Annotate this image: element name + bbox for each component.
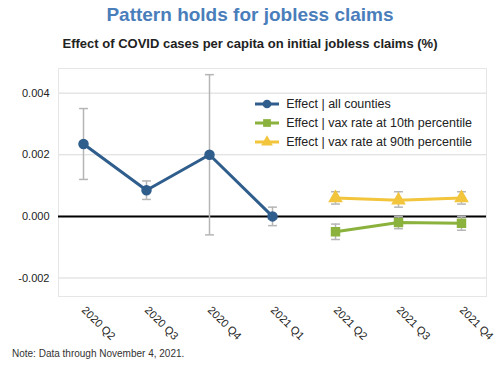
html-text:Effect | all counties: Effect | all counties [286, 96, 391, 111]
html-text:Effect | vax rate at 10th perc: Effect | vax rate at 10th percentile [286, 115, 472, 130]
svg-text:2021 Q3: 2021 Q3 [395, 304, 433, 342]
svg-text:2021 Q1: 2021 Q1 [269, 304, 307, 342]
svg-text:0.000: 0.000 [22, 210, 50, 222]
svg-text:2020 Q4: 2020 Q4 [206, 304, 244, 342]
html-text:Effect | vax rate at 90th perc: Effect | vax rate at 90th percentile [286, 134, 472, 149]
svg-text:2021 Q2: 2021 Q2 [332, 304, 370, 342]
html-text:Effect of COVID cases per capi: Effect of COVID cases per capita on init… [62, 36, 438, 51]
svg-text:0.002: 0.002 [22, 148, 50, 160]
svg-text:2020 Q2: 2020 Q2 [80, 304, 118, 342]
svg-text:2020 Q3: 2020 Q3 [143, 304, 181, 342]
svg-text:2021 Q4: 2021 Q4 [458, 304, 496, 342]
svg-text:0.004: 0.004 [22, 87, 50, 99]
svg-text:-0.002: -0.002 [18, 272, 49, 284]
html-text:Note: Data through November 4,: Note: Data through November 4, 2021. [12, 348, 185, 359]
html-text:Pattern holds for jobless clai: Pattern holds for jobless claims [106, 4, 394, 25]
